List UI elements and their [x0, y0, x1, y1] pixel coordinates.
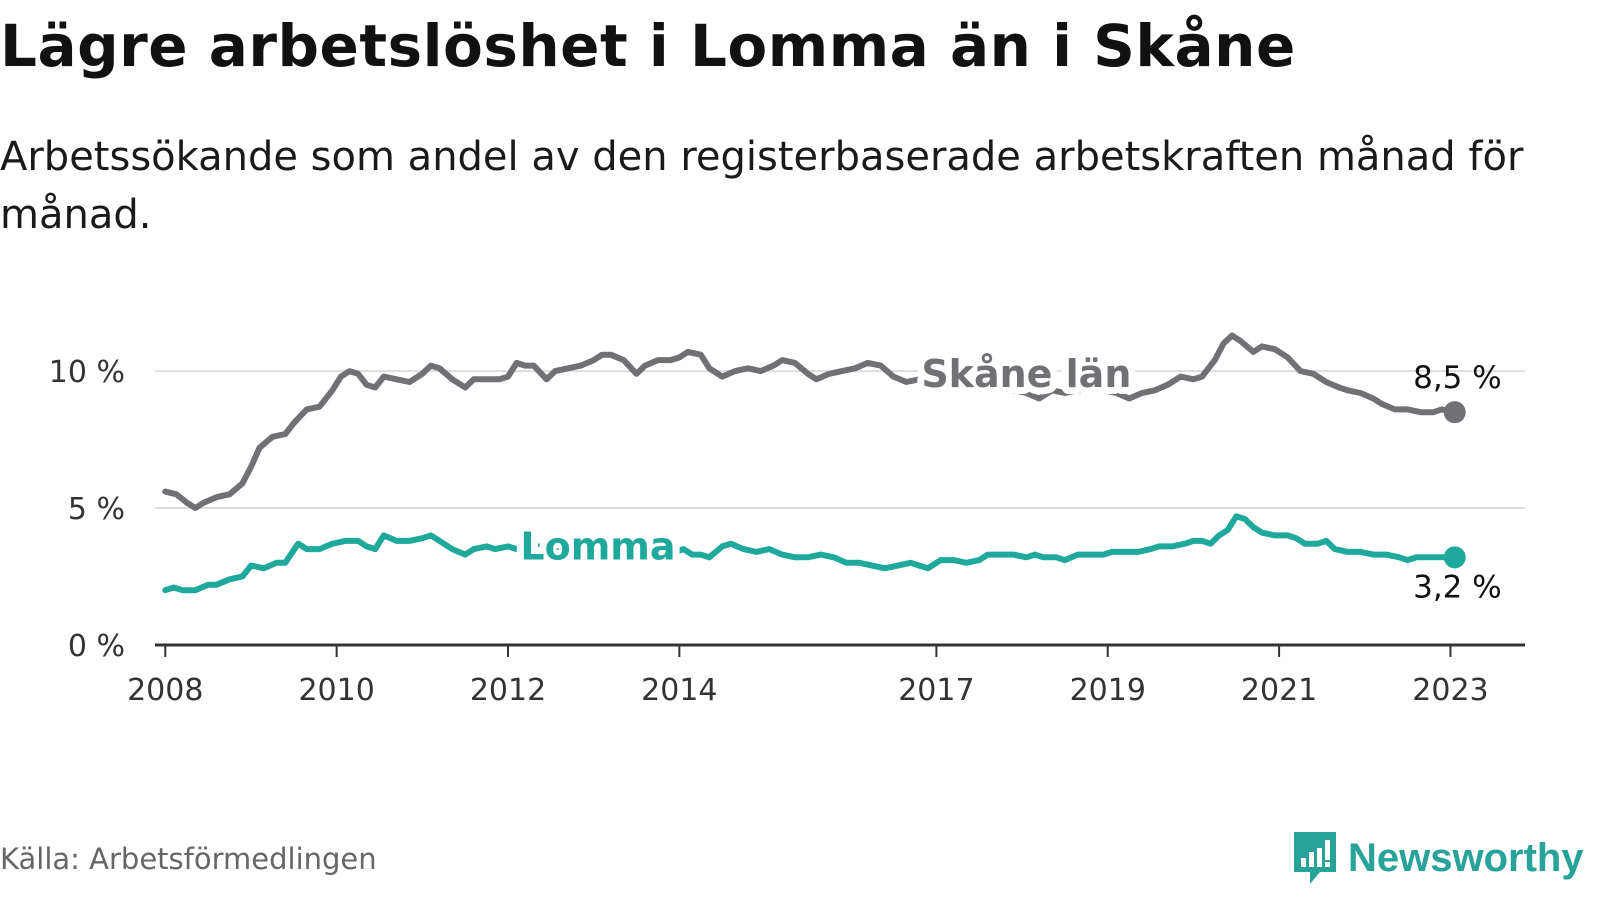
chart-title: Lägre arbetslöshet i Lomma än i Skåne [0, 12, 1296, 80]
end-value-label: 8,5 % [1413, 360, 1502, 396]
series-line-skane [162, 332, 1458, 511]
source-note: Källa: Arbetsförmedlingen [0, 842, 377, 876]
end-point-lomma [1443, 546, 1466, 569]
x-tick-label: 2023 [1412, 673, 1488, 708]
y-tick-label: 10 % [49, 355, 125, 390]
x-tick-label: 2014 [641, 673, 717, 708]
x-tick-label: 2008 [127, 673, 203, 708]
x-tick-label: 2017 [898, 673, 974, 708]
series-line-lomma [162, 513, 1458, 594]
newsworthy-logo-icon [1294, 832, 1336, 884]
x-tick-label: 2019 [1070, 673, 1146, 708]
y-tick-label: 5 % [68, 492, 125, 527]
x-tick-label: 2010 [298, 673, 374, 708]
end-value-label: 3,2 % [1413, 569, 1502, 605]
chart-subtitle: Arbetssökande som andel av den registerb… [0, 134, 1524, 238]
series-label-lomma: Lomma [520, 524, 675, 568]
brand-logo: Newsworthy [1290, 828, 1584, 888]
x-tick-label: 2012 [470, 673, 546, 708]
y-tick-label: 0 % [68, 629, 125, 664]
series-label-skane: Skåne län [921, 352, 1131, 396]
brand-name: Newsworthy [1348, 835, 1584, 880]
series-label-halo: Lomma [520, 524, 675, 568]
series-label-halo: Skåne län [921, 352, 1131, 396]
end-point-skane [1443, 401, 1466, 424]
x-tick-label: 2021 [1241, 673, 1317, 708]
